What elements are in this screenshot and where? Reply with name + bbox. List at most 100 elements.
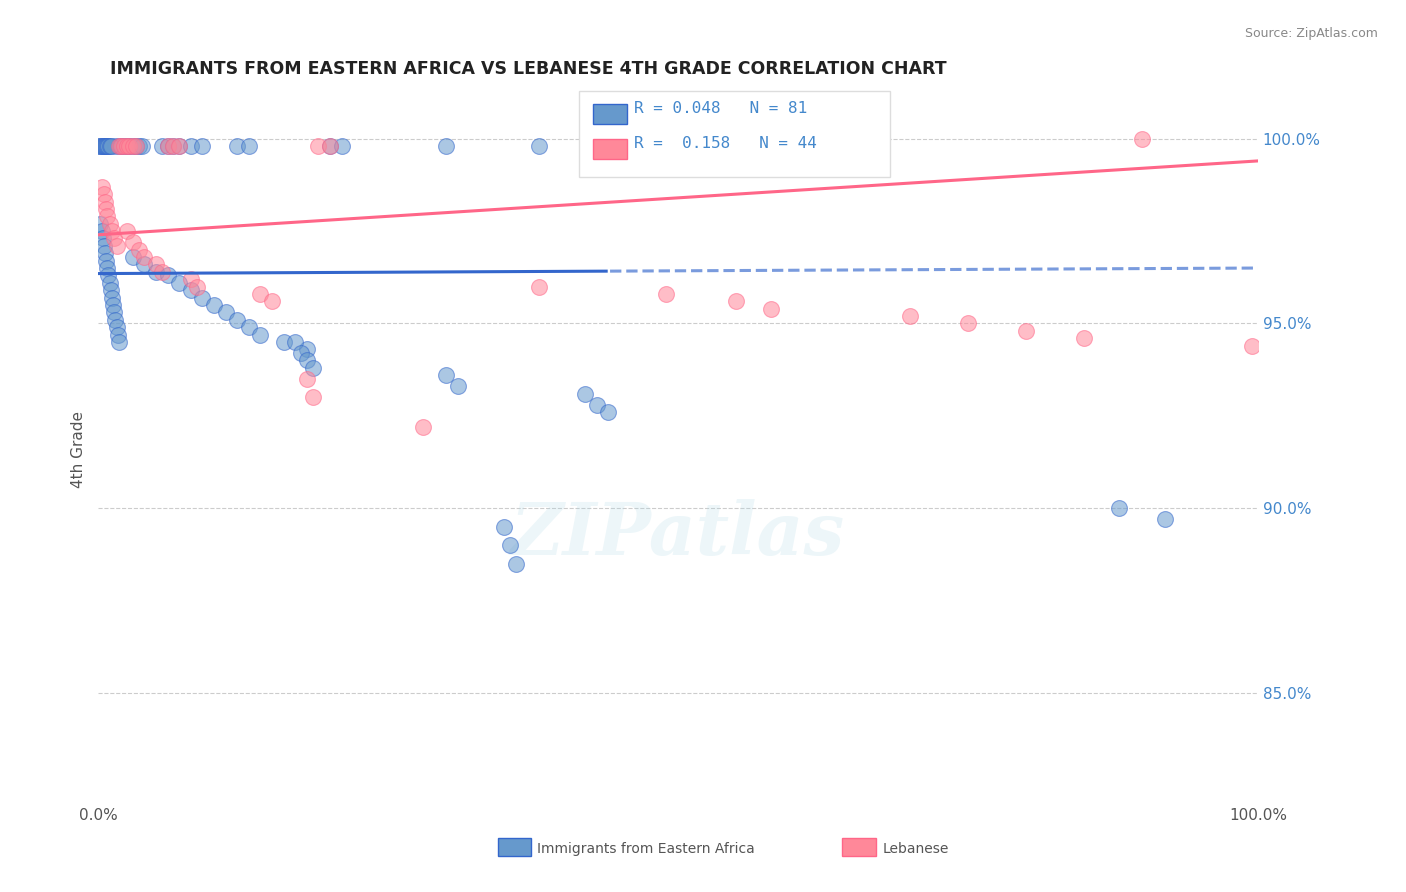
Point xyxy=(156,268,179,283)
Point xyxy=(841,139,863,153)
Point xyxy=(97,139,120,153)
Point xyxy=(655,286,678,301)
Point xyxy=(214,305,236,319)
Text: Source: ZipAtlas.com: Source: ZipAtlas.com xyxy=(1244,27,1378,40)
Point xyxy=(94,194,117,209)
Point xyxy=(110,139,132,153)
Point xyxy=(180,139,202,153)
Point xyxy=(118,139,141,153)
Point xyxy=(121,250,143,264)
Point xyxy=(412,420,434,434)
Y-axis label: 4th Grade: 4th Grade xyxy=(72,410,86,488)
Point xyxy=(1015,324,1038,338)
Point xyxy=(226,312,249,326)
Point xyxy=(1108,501,1130,516)
Point xyxy=(249,286,271,301)
Point xyxy=(90,224,112,238)
Point xyxy=(167,276,190,290)
Point xyxy=(96,253,118,268)
Point xyxy=(150,265,173,279)
Point xyxy=(105,239,128,253)
Point xyxy=(783,139,806,153)
Point xyxy=(103,231,125,245)
Point xyxy=(307,139,329,153)
Point xyxy=(131,139,153,153)
Point xyxy=(98,139,121,153)
Text: Lebanese: Lebanese xyxy=(883,842,949,855)
Point xyxy=(104,312,127,326)
Point xyxy=(96,210,118,224)
Point xyxy=(898,309,921,323)
Point xyxy=(759,301,782,316)
Point xyxy=(121,139,143,153)
Point xyxy=(1154,512,1177,526)
Point xyxy=(115,139,138,153)
Point xyxy=(107,327,129,342)
Point xyxy=(125,139,148,153)
Point xyxy=(186,279,208,293)
Point xyxy=(226,139,249,153)
Point xyxy=(301,390,323,404)
Point xyxy=(98,276,121,290)
Point xyxy=(128,139,150,153)
Point xyxy=(295,343,318,357)
Text: Immigrants from Eastern Africa: Immigrants from Eastern Africa xyxy=(537,842,755,855)
Point xyxy=(295,372,318,386)
Point xyxy=(101,224,124,238)
Point xyxy=(93,239,115,253)
Point xyxy=(89,139,111,153)
Point xyxy=(125,139,148,153)
Point xyxy=(105,320,128,334)
Point xyxy=(96,202,118,216)
Point xyxy=(238,320,260,334)
Point xyxy=(115,139,138,153)
Point xyxy=(290,346,312,360)
Point xyxy=(110,139,132,153)
Point xyxy=(434,368,457,383)
Point xyxy=(101,298,124,312)
Point xyxy=(100,283,122,297)
Point xyxy=(319,139,342,153)
Point xyxy=(956,317,979,331)
Point xyxy=(505,557,527,571)
Point xyxy=(93,139,115,153)
Point xyxy=(100,139,122,153)
Point xyxy=(499,538,522,552)
Point xyxy=(574,386,596,401)
Point xyxy=(96,139,118,153)
Point xyxy=(121,139,143,153)
Point xyxy=(724,294,747,309)
Point xyxy=(145,265,167,279)
Point xyxy=(249,327,271,342)
Point xyxy=(162,139,184,153)
Point xyxy=(585,398,607,412)
Point xyxy=(319,139,342,153)
Point xyxy=(191,291,214,305)
Point xyxy=(180,272,202,286)
Point xyxy=(91,139,114,153)
Point xyxy=(156,139,179,153)
Point xyxy=(492,519,515,533)
Point xyxy=(112,139,135,153)
Point xyxy=(167,139,190,153)
Point xyxy=(145,257,167,271)
Point xyxy=(134,250,156,264)
Point xyxy=(273,334,295,349)
Point xyxy=(295,353,318,368)
Point xyxy=(191,139,214,153)
Point xyxy=(121,235,143,250)
Point xyxy=(260,294,283,309)
Point xyxy=(90,139,112,153)
Point xyxy=(108,139,131,153)
Point xyxy=(1073,331,1095,345)
Point xyxy=(301,360,323,375)
Point xyxy=(90,179,112,194)
Point xyxy=(284,334,307,349)
Text: ZIPatlas: ZIPatlas xyxy=(510,499,845,570)
Point xyxy=(93,187,115,202)
Text: R =  0.158   N = 44: R = 0.158 N = 44 xyxy=(634,136,817,151)
Point xyxy=(101,291,124,305)
Point xyxy=(150,139,173,153)
Point xyxy=(89,217,111,231)
Point xyxy=(162,139,184,153)
